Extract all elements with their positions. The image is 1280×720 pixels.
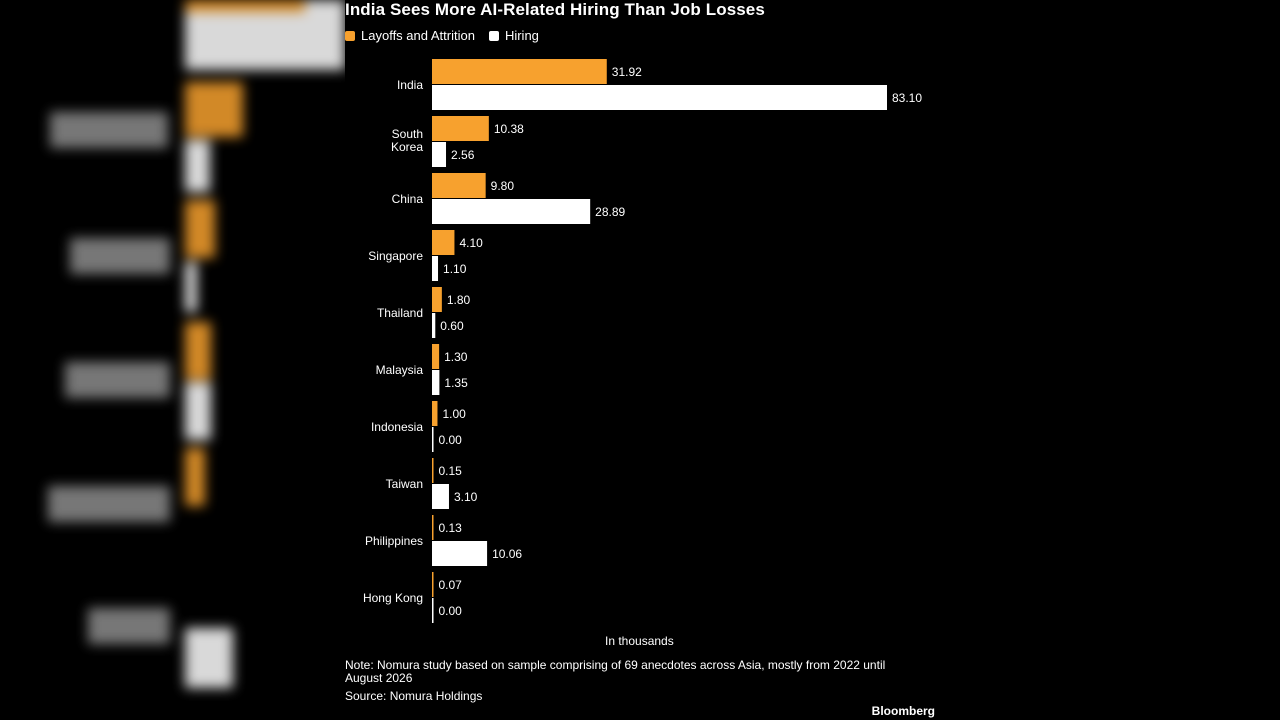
bar-layoffs — [432, 458, 434, 483]
chart-panel: India Sees More AI-Related Hiring Than J… — [345, 0, 935, 720]
category-label: Philippines — [365, 534, 423, 548]
value-label-layoffs: 0.15 — [439, 464, 463, 478]
bar-hiring — [432, 427, 434, 452]
bar-layoffs — [432, 344, 440, 369]
value-label-hiring: 1.10 — [443, 262, 467, 276]
legend-item-hiring: Hiring — [488, 28, 539, 43]
value-label-layoffs: 10.38 — [494, 122, 524, 136]
value-label-hiring: 28.89 — [595, 205, 625, 219]
bar-chart: India 31.92 83.10 South Korea 10.38 2.56 China 9… — [363, 59, 922, 623]
legend-item-layoffs: Layoffs and Attrition — [345, 28, 475, 43]
value-label-hiring: 0.00 — [439, 433, 463, 447]
bar-hiring — [432, 541, 488, 566]
value-label-layoffs: 1.00 — [442, 407, 466, 421]
category-label: Hong Kong — [363, 591, 423, 605]
bar-layoffs — [432, 572, 434, 597]
value-label-hiring: 0.60 — [440, 319, 464, 333]
value-label-hiring: 1.35 — [444, 376, 468, 390]
bar-layoffs — [432, 173, 486, 198]
bar-hiring — [432, 370, 440, 395]
value-label-layoffs: 0.07 — [439, 578, 463, 592]
category-label: South Korea — [391, 127, 423, 154]
x-axis-label: In thousands — [605, 634, 674, 648]
value-label-hiring: 0.00 — [439, 604, 463, 618]
bar-layoffs — [432, 287, 442, 312]
category-label: Singapore — [368, 249, 423, 263]
category-label: Taiwan — [386, 477, 423, 491]
blurred-background-graphic — [48, 0, 345, 688]
category-label: India — [397, 78, 423, 92]
category-label: Indonesia — [371, 420, 423, 434]
value-label-layoffs: 4.10 — [459, 236, 483, 250]
bar-hiring — [432, 313, 436, 338]
value-label-layoffs: 0.13 — [439, 521, 463, 535]
value-label-hiring: 83.10 — [892, 91, 922, 105]
value-label-hiring: 10.06 — [492, 547, 522, 561]
bar-hiring — [432, 484, 449, 509]
bar-hiring — [432, 142, 447, 167]
value-label-hiring: 3.10 — [454, 490, 478, 504]
bar-hiring — [432, 85, 887, 110]
chart-note: Note: Nomura study based on sample compr… — [345, 658, 886, 685]
bar-layoffs — [432, 116, 489, 141]
chart-source: Source: Nomura Holdings — [345, 689, 483, 703]
value-label-layoffs: 1.80 — [447, 293, 471, 307]
value-label-hiring: 2.56 — [451, 148, 475, 162]
legend-swatch-layoffs — [345, 30, 355, 41]
bar-hiring — [432, 598, 434, 623]
value-label-layoffs: 1.30 — [444, 350, 468, 364]
bar-hiring — [432, 256, 439, 281]
brand-logo: Bloomberg — [871, 704, 935, 718]
blurred-background — [0, 0, 345, 720]
bar-layoffs — [432, 230, 455, 255]
chart-title: India Sees More AI-Related Hiring Than J… — [345, 0, 765, 19]
bar-layoffs — [432, 515, 434, 540]
legend-label-hiring: Hiring — [504, 28, 539, 43]
chart-legend: Layoffs and Attrition Hiring — [345, 28, 539, 43]
category-label: China — [392, 192, 424, 206]
category-label: Thailand — [377, 306, 423, 320]
category-label: Malaysia — [376, 363, 424, 377]
bar-layoffs — [432, 59, 607, 84]
bar-hiring — [432, 199, 591, 224]
value-label-layoffs: 9.80 — [491, 179, 515, 193]
value-label-layoffs: 31.92 — [612, 65, 642, 79]
legend-swatch-hiring — [488, 30, 499, 41]
bar-layoffs — [432, 401, 438, 426]
legend-label-layoffs: Layoffs and Attrition — [361, 28, 475, 43]
